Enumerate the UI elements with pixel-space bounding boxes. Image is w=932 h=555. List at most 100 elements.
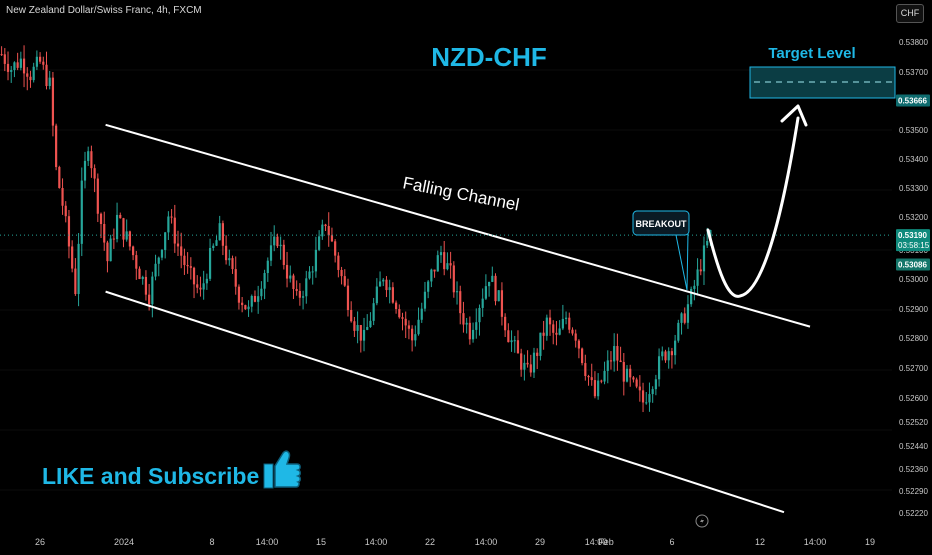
- candle: [55, 123, 58, 171]
- prev-price-badge: 0.53086: [896, 258, 930, 271]
- candle: [77, 233, 80, 307]
- candle: [625, 365, 629, 383]
- candle: [131, 245, 135, 261]
- candle: [176, 230, 180, 257]
- candle: [119, 212, 122, 219]
- candle: [212, 243, 215, 251]
- candle: [552, 320, 555, 345]
- candle: [674, 334, 677, 365]
- candle: [90, 145, 93, 178]
- candle: [555, 321, 558, 346]
- candle: [266, 257, 269, 282]
- candle: [314, 236, 318, 278]
- candle: [378, 271, 382, 287]
- candle: [443, 240, 446, 276]
- candle: [144, 270, 148, 301]
- time-tick-label: Feb: [598, 537, 614, 547]
- candle: [423, 281, 427, 312]
- candles: [0, 45, 712, 413]
- arrow-head-icon: [780, 104, 808, 127]
- candle: [465, 317, 468, 334]
- candle: [491, 266, 494, 283]
- price-tick-label: 0.52520: [899, 418, 928, 427]
- candle: [327, 212, 330, 247]
- time-tick-label: 19: [865, 537, 875, 547]
- svg-text:0.53190: 0.53190: [898, 231, 927, 240]
- candle: [690, 286, 693, 307]
- candle: [202, 270, 205, 300]
- candle: [154, 254, 157, 281]
- candle: [446, 252, 449, 271]
- candle: [337, 252, 340, 278]
- currency-button[interactable]: CHF: [896, 4, 924, 23]
- candle: [115, 202, 119, 243]
- time-tick-label: 2024: [114, 537, 134, 547]
- chart-title: NZD-CHF: [431, 42, 547, 72]
- candle: [500, 282, 504, 326]
- candle: [87, 146, 90, 166]
- candle: [192, 266, 196, 299]
- candle: [13, 61, 16, 78]
- candle: [574, 329, 577, 348]
- candle: [587, 374, 590, 386]
- candle: [19, 51, 22, 71]
- candle: [3, 48, 6, 72]
- candle: [93, 164, 96, 193]
- candle: [180, 232, 183, 269]
- candle: [539, 332, 542, 361]
- candle: [269, 231, 273, 267]
- candle: [375, 278, 378, 306]
- candle: [616, 333, 619, 371]
- time-tick-label: 14:00: [365, 537, 388, 547]
- candle: [305, 270, 308, 304]
- target-price-badge: 0.53666: [896, 94, 930, 107]
- channel-lower-line: [105, 290, 785, 514]
- candle: [597, 373, 600, 400]
- candle: [282, 239, 285, 270]
- candle: [407, 320, 411, 340]
- candle: [481, 288, 484, 317]
- candle: [494, 273, 497, 306]
- candle: [263, 269, 266, 300]
- candle: [311, 266, 314, 285]
- candle: [564, 311, 568, 325]
- candle: [581, 347, 584, 366]
- candle: [654, 374, 657, 396]
- candle: [648, 382, 651, 412]
- candle: [122, 217, 125, 248]
- price-tick-label: 0.53300: [899, 184, 928, 193]
- candle: [459, 285, 462, 325]
- candle: [324, 223, 327, 231]
- price-tick-label: 0.53200: [899, 213, 928, 222]
- price-tick-label: 0.52360: [899, 465, 928, 474]
- candle: [664, 349, 667, 363]
- candle: [109, 234, 112, 262]
- candle: [356, 311, 359, 344]
- candle: [273, 225, 276, 252]
- candle: [295, 280, 298, 296]
- candle: [196, 275, 199, 294]
- candle: [96, 173, 99, 223]
- candle: [253, 290, 257, 303]
- price-tick-label: 0.52290: [899, 487, 928, 496]
- candle: [510, 330, 513, 352]
- candle: [619, 346, 622, 363]
- candle: [414, 325, 417, 347]
- candle: [504, 313, 507, 337]
- candle: [638, 375, 641, 402]
- cta-text: LIKE and Subscribe: [42, 463, 259, 489]
- price-tick-label: 0.52600: [899, 394, 928, 403]
- price-tick-label: 0.53000: [899, 275, 928, 284]
- candle: [382, 277, 385, 287]
- candle: [484, 274, 487, 300]
- candle: [420, 302, 423, 323]
- candle: [74, 258, 77, 296]
- candle: [308, 266, 311, 280]
- lightning-icon[interactable]: [695, 514, 709, 528]
- candle: [173, 204, 176, 253]
